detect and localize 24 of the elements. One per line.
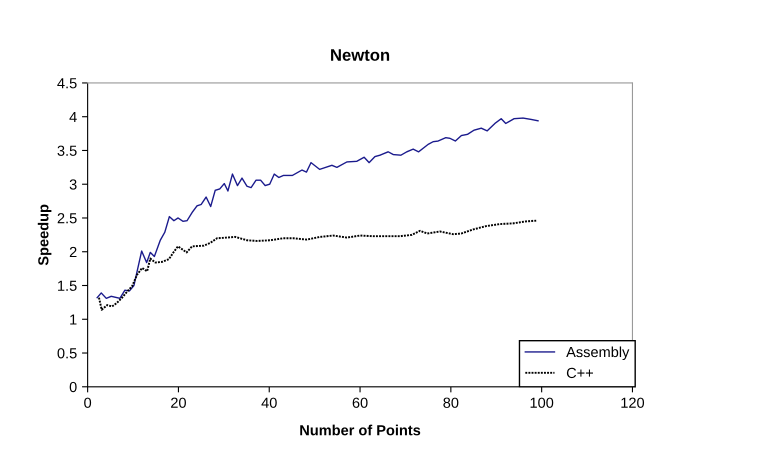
- y-tick-label: 2.5: [58, 213, 77, 224]
- x-axis-title: Number of Points: [300, 424, 420, 436]
- line-series: [96, 117, 539, 300]
- x-tick-label: 80: [443, 398, 458, 408]
- y-tick-label: 4: [69, 112, 77, 122]
- y-tick-label: 1: [70, 314, 76, 325]
- x-tick-label: 40: [261, 398, 277, 408]
- y-tick-label: 3.5: [58, 146, 77, 156]
- y-tick-label: 2: [70, 246, 76, 258]
- x-tick-label: 20: [171, 398, 186, 408]
- chart-title: Newton: [331, 49, 390, 61]
- y-tick-label: 0: [70, 382, 77, 392]
- legend-label: Assembly: [566, 346, 630, 360]
- y-tick-label: 3: [70, 179, 77, 190]
- x-tick-label: 60: [352, 398, 368, 408]
- x-tick-label: 120: [621, 398, 644, 408]
- legend-label: C++: [566, 368, 593, 378]
- x-tick-label: 0: [84, 398, 92, 408]
- y-tick-label: 1.5: [58, 280, 77, 291]
- y-tick-label: 4.5: [57, 78, 77, 88]
- y-tick-label: 0.5: [58, 348, 77, 358]
- line-series: [98, 220, 538, 311]
- y-axis-title: Speedup: [38, 204, 52, 266]
- x-tick-label: 100: [530, 398, 554, 408]
